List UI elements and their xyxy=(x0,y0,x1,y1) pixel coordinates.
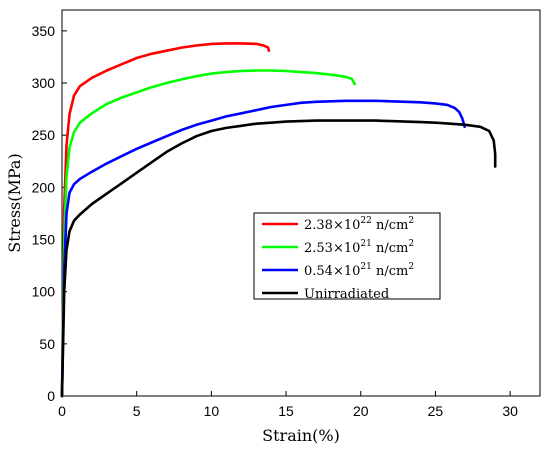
legend-label-2: 2.53×1021 n/cm2 xyxy=(304,239,414,256)
legend: 2.38×1022 n/cm2 2.53×1021 n/cm2 0.54×1021 … xyxy=(253,212,441,302)
series-line-1 xyxy=(60,42,271,398)
plot-frame xyxy=(61,9,541,397)
legend-label-1: 2.38×1022 n/cm2 xyxy=(304,216,414,233)
y-tick-label: 0 xyxy=(47,388,55,404)
x-tick-label: 0 xyxy=(58,403,66,419)
y-axis-label: Stress(MPa) xyxy=(5,153,24,252)
legend-label-4: Unirradiated xyxy=(304,287,389,302)
y-tick-label: 250 xyxy=(32,127,56,143)
x-tick-label: 5 xyxy=(133,403,141,419)
x-tick-label: 20 xyxy=(353,403,369,419)
x-tick-label: 25 xyxy=(428,403,444,419)
x-tick-label: 30 xyxy=(502,403,518,419)
series-lines xyxy=(60,42,497,398)
series-line-2 xyxy=(60,69,357,398)
y-tick-label: 200 xyxy=(32,179,56,195)
legend-box xyxy=(253,212,441,300)
series-line-4 xyxy=(60,119,497,398)
y-tick-label: 150 xyxy=(32,232,56,248)
x-tick-label: 10 xyxy=(204,403,220,419)
y-tick-label: 50 xyxy=(39,336,55,352)
x-axis-label: Strain(%) xyxy=(262,426,340,445)
y-tick-label: 350 xyxy=(32,23,56,39)
y-tick-label: 100 xyxy=(32,284,56,300)
x-tick-label: 15 xyxy=(278,403,294,419)
legend-label-3: 0.54×1021 n/cm2 xyxy=(304,262,414,279)
y-tick-label: 300 xyxy=(32,75,56,91)
series-line-3 xyxy=(60,99,466,398)
